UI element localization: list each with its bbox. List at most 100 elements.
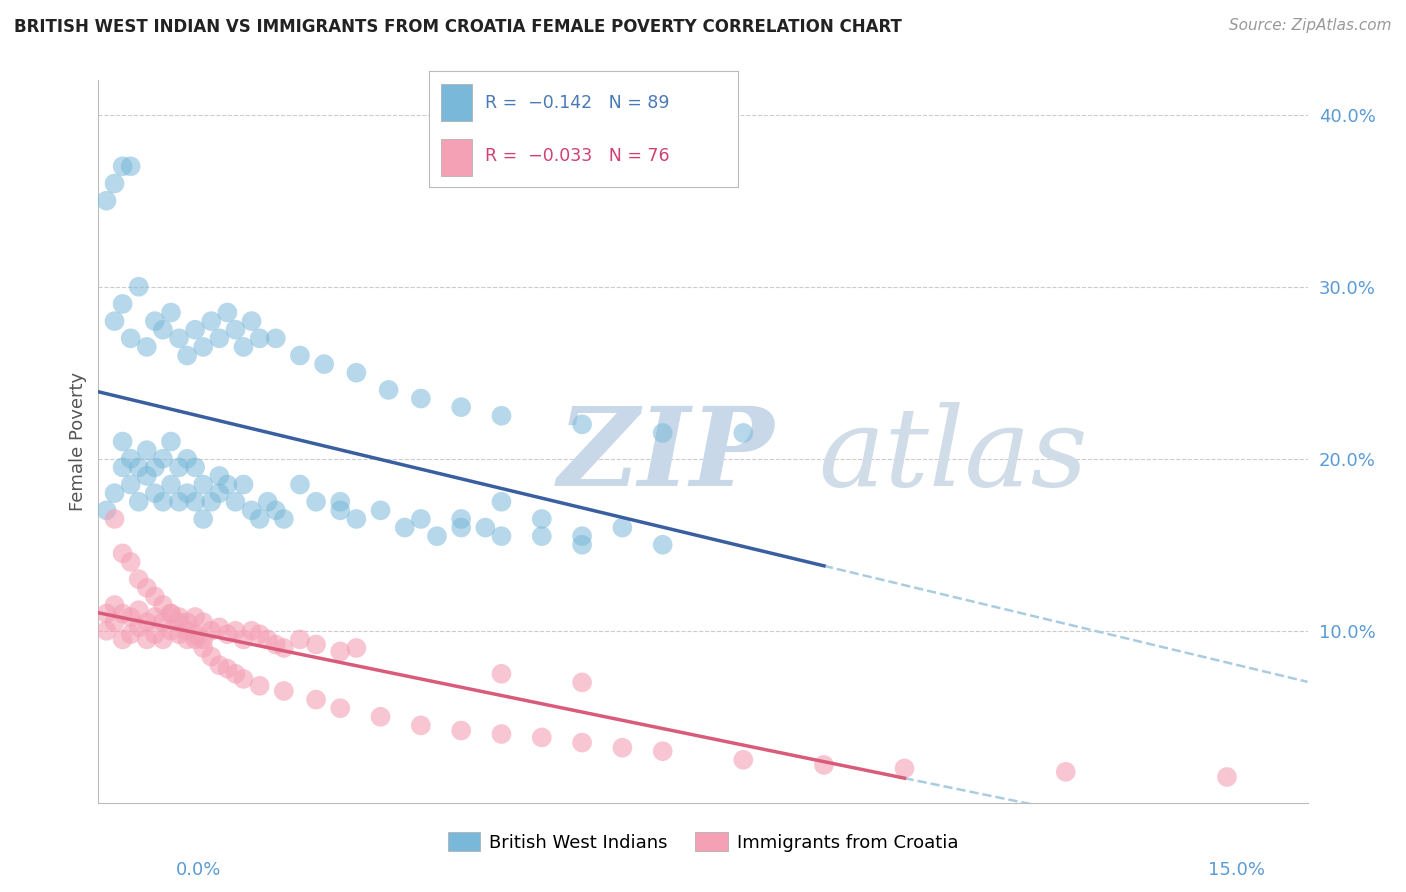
Point (193, 340, 215, 354)
Point (256, 632, 278, 647)
Text: R =  −0.142   N = 89: R = −0.142 N = 89 (485, 94, 669, 112)
Point (184, 627, 207, 641)
Point (200, 494, 222, 508)
Point (249, 331, 271, 345)
Point (184, 494, 207, 508)
Point (344, 366, 367, 380)
Point (200, 624, 222, 638)
Point (200, 314, 222, 328)
Point (409, 512, 432, 526)
Point (344, 512, 367, 526)
Point (111, 632, 134, 647)
Point (571, 417, 593, 432)
Point (176, 615, 198, 630)
Point (135, 615, 157, 630)
Point (224, 494, 246, 508)
Point (305, 692, 328, 706)
Point (370, 503, 392, 517)
Point (249, 679, 271, 693)
Point (329, 701, 352, 715)
Point (152, 615, 174, 630)
Point (256, 494, 278, 508)
Point (184, 632, 207, 647)
Point (176, 624, 198, 638)
Point (143, 460, 166, 475)
Point (193, 632, 215, 647)
Point (893, 761, 915, 775)
Point (120, 555, 142, 569)
Point (208, 658, 231, 673)
Point (96, 194, 118, 208)
Point (96, 503, 118, 517)
Text: ZIP: ZIP (558, 402, 775, 509)
Point (103, 314, 125, 328)
Point (103, 177, 125, 191)
Point (224, 666, 246, 681)
Point (530, 731, 553, 745)
Point (128, 603, 150, 617)
Point (160, 607, 183, 621)
Point (224, 323, 246, 337)
Point (1054, 764, 1077, 779)
Point (143, 610, 166, 624)
Point (152, 323, 174, 337)
Point (167, 610, 190, 624)
Point (273, 512, 295, 526)
Point (120, 159, 142, 173)
Point (152, 494, 174, 508)
Point (176, 632, 198, 647)
Point (450, 400, 472, 414)
Text: atlas: atlas (818, 402, 1087, 509)
Point (208, 620, 231, 634)
Point (128, 494, 150, 508)
Point (651, 538, 673, 552)
Point (184, 460, 207, 475)
Point (120, 610, 142, 624)
Point (530, 512, 553, 526)
Point (160, 434, 183, 449)
Point (450, 512, 472, 526)
Point (288, 477, 311, 491)
Point (167, 615, 190, 630)
Point (264, 638, 287, 652)
Point (249, 627, 271, 641)
Point (143, 590, 166, 604)
Point (128, 572, 150, 586)
Point (409, 718, 432, 732)
Point (450, 723, 472, 738)
Point (152, 598, 174, 612)
Point (409, 392, 432, 406)
Point (167, 331, 190, 345)
Point (111, 546, 134, 560)
Point (733, 425, 755, 440)
Point (377, 383, 399, 397)
Point (288, 632, 311, 647)
Point (217, 662, 239, 676)
Text: 0.0%: 0.0% (176, 861, 221, 879)
Point (232, 340, 254, 354)
Point (344, 640, 367, 655)
Point (232, 672, 254, 686)
Point (152, 451, 174, 466)
FancyBboxPatch shape (441, 84, 472, 121)
Point (135, 340, 157, 354)
Point (217, 627, 239, 641)
Point (530, 529, 553, 543)
Point (217, 477, 239, 491)
Point (160, 477, 183, 491)
Point (208, 486, 231, 500)
Point (176, 486, 198, 500)
Point (103, 512, 125, 526)
FancyBboxPatch shape (441, 138, 472, 176)
Point (120, 627, 142, 641)
Point (208, 469, 231, 483)
Point (491, 409, 513, 423)
Point (193, 512, 215, 526)
Point (184, 323, 207, 337)
Point (184, 610, 207, 624)
Point (651, 744, 673, 758)
Point (329, 494, 352, 508)
Point (571, 529, 593, 543)
Point (491, 727, 513, 741)
Text: Source: ZipAtlas.com: Source: ZipAtlas.com (1229, 18, 1392, 33)
